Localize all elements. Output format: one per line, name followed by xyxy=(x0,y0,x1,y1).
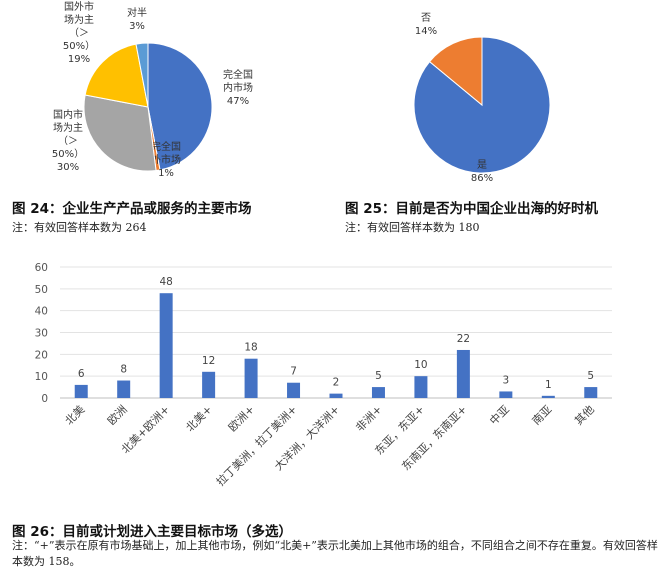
pie-2: 是 86% 否 14% xyxy=(413,12,551,184)
pie-slice-label: 国内市场为主（＞ 50%） 30% xyxy=(52,108,84,173)
bar-value-label: 3 xyxy=(503,374,510,386)
y-tick-label: 20 xyxy=(35,349,48,361)
bar xyxy=(117,380,131,398)
x-tick-label: 北美 xyxy=(63,403,88,428)
pie-slice-label: 完全国内市场 47% xyxy=(223,68,253,107)
bar xyxy=(329,393,343,398)
y-tick-label: 10 xyxy=(35,371,48,383)
y-tick-label: 30 xyxy=(35,328,48,340)
pie-slice-label: 国外市场为主（＞ 50%） 19% xyxy=(63,0,95,65)
x-tick-label: 其他 xyxy=(572,403,597,428)
x-tick-label: 欧洲+ xyxy=(226,403,257,434)
bar xyxy=(541,395,555,398)
y-tick-label: 40 xyxy=(35,306,48,318)
bar xyxy=(371,387,385,398)
figure-25-caption: 图 25：目前是否为中国企业出海的好时机 xyxy=(345,201,598,217)
bar xyxy=(202,371,216,398)
figure-24-caption: 图 24：企业生产产品或服务的主要市场 xyxy=(12,201,252,217)
x-tick-label: 中亚 xyxy=(487,403,512,428)
x-tick-label: 拉丁美洲，拉丁美洲+ xyxy=(213,402,299,488)
y-tick-label: 60 xyxy=(35,262,48,274)
x-tick-label: 非洲+ xyxy=(353,403,384,434)
bar xyxy=(74,384,88,398)
bar-value-label: 8 xyxy=(120,364,127,376)
bar-chart-target-markets: 01020304050606北美8欧洲48北美+欧洲+12北美+18欧洲+7拉丁… xyxy=(35,262,612,489)
bar-value-label: 12 xyxy=(202,355,215,367)
bar-value-label: 2 xyxy=(333,377,340,389)
bar xyxy=(414,376,428,398)
pie-slice xyxy=(147,42,213,171)
bar xyxy=(244,358,258,398)
y-tick-label: 50 xyxy=(35,284,48,296)
pie-slice-label: 是 86% xyxy=(471,159,493,184)
pie-slice xyxy=(428,36,483,107)
pie-slice-label: 对半 3% xyxy=(127,6,147,32)
pie-slice xyxy=(83,94,157,172)
bar-value-label: 6 xyxy=(78,368,85,380)
pie-1: 完全国内市场 47% 完全国外市场 1% 国内市场为主（＞ 50%） 30% 国外市场为主（＞… xyxy=(52,0,253,179)
x-tick-label: 北美+ xyxy=(183,403,214,434)
figure-25-note: 注：有效回答样本数为 180 xyxy=(345,221,480,234)
bar-value-label: 10 xyxy=(414,359,427,371)
bar xyxy=(159,293,173,398)
y-tick-label: 0 xyxy=(41,393,48,405)
x-tick-label: 南亚 xyxy=(530,403,555,428)
bar xyxy=(456,349,470,398)
bar xyxy=(499,391,513,398)
pie-slice xyxy=(84,43,149,108)
pie-slice-label: 完全国外市场 1% xyxy=(151,140,181,179)
figure-26-caption: 图 26：目前或计划进入主要目标市场（多选） xyxy=(12,524,292,540)
bar-value-label: 1 xyxy=(545,379,552,391)
bar-value-label: 22 xyxy=(457,333,470,345)
bar-value-label: 5 xyxy=(587,370,594,382)
bar-value-label: 5 xyxy=(375,370,382,382)
figure-26-note: 注：“+”表示在原有市场基础上，加上其他市场，例如“北美+”表示北美加上其他市场… xyxy=(12,539,658,568)
pie-slice-label: 否 14% xyxy=(415,12,437,37)
bar-value-label: 48 xyxy=(159,276,172,288)
bar-value-label: 18 xyxy=(244,342,257,354)
bar xyxy=(584,387,598,398)
bar-value-label: 7 xyxy=(290,366,297,378)
pie-slice xyxy=(135,42,149,108)
x-tick-label: 欧洲 xyxy=(105,403,130,428)
bar xyxy=(287,382,301,398)
figure-24-note: 注：有效回答样本数为 264 xyxy=(12,221,147,234)
pie-slice xyxy=(413,36,551,174)
